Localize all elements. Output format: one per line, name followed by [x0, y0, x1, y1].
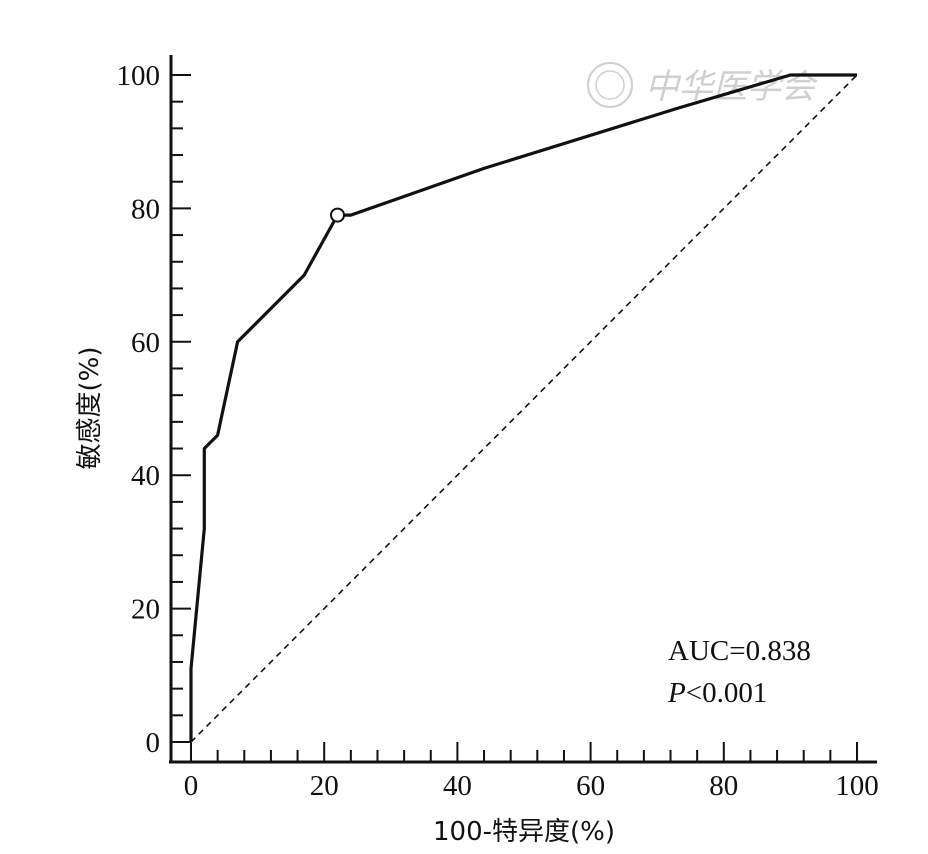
- p-value-annotation: P<0.001: [667, 677, 767, 709]
- y-tick-label: 80: [131, 193, 160, 225]
- y-axis-title: 敏感度(%): [75, 347, 105, 470]
- auc-annotation: AUC=0.838: [668, 635, 811, 667]
- y-tick-label: 60: [131, 327, 160, 359]
- x-tick-label: 20: [310, 770, 339, 802]
- series-layer: [189, 73, 858, 743]
- p-value-text: <0.001: [686, 677, 768, 709]
- x-tick-label: 0: [184, 770, 199, 802]
- y-tick-label: 40: [131, 460, 160, 492]
- watermark-seal-inner-icon: [595, 70, 625, 100]
- cutoff-point: [330, 207, 346, 223]
- tick-labels: 0 20 40 60 80 100 0 20 40 60 80 100: [117, 60, 879, 802]
- x-tick-label: 100: [835, 770, 879, 802]
- watermark-text: 中华医学会: [645, 67, 819, 107]
- y-tick-label: 0: [146, 727, 161, 759]
- watermark-seal-icon: [587, 62, 633, 108]
- roc-curve: [189, 73, 857, 742]
- x-tick-label: 40: [443, 770, 472, 802]
- x-tick-label: 80: [709, 770, 738, 802]
- x-tick-label: 60: [576, 770, 605, 802]
- axis-ticks: [171, 74, 858, 762]
- x-axis-title: 100-特异度(%): [433, 817, 615, 847]
- y-tick-label: 20: [131, 594, 160, 626]
- reference-diagonal: [190, 74, 858, 743]
- y-tick-label: 100: [117, 60, 161, 92]
- p-value-symbol: P: [667, 677, 686, 709]
